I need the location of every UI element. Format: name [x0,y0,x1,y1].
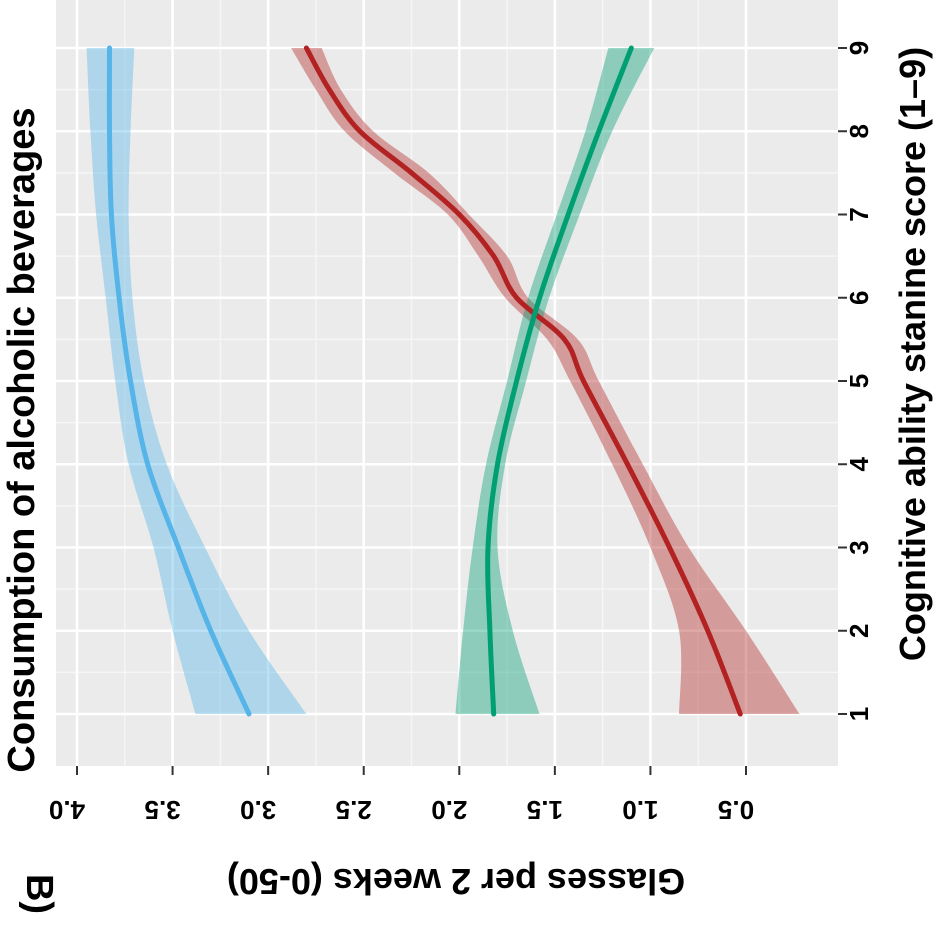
series-line-0 [106,45,252,717]
y-tick-label: 0.5 [718,795,754,825]
x-tick-label: 4 [844,457,874,472]
y-tick-label: 2.0 [431,795,467,825]
x-tick-label: 5 [844,374,874,388]
y-tick-label: 1.5 [527,795,563,825]
plot-panel [56,0,838,766]
y-tick-label: 1.0 [622,795,658,825]
y-axis: 0.5 1.0 1.5 2.0 2.5 3.0 3.5 4.0 [49,766,754,825]
series-lines [106,45,743,717]
x-tick-label: 8 [844,124,874,138]
x-tick-label: 2 [844,624,874,638]
x-tick-label: 9 [844,41,874,55]
confidence-band-1 [291,48,800,714]
x-tick-label: 7 [844,207,874,221]
panel-label: B) [18,874,60,914]
y-axis-title: Glasses per 2 weeks (0-50) [227,861,685,902]
y-tick-label: 3.0 [240,795,276,825]
grid [56,0,838,766]
y-tick-label: 2.5 [336,795,372,825]
chart-title: Consumption of alcoholic beverages [1,107,43,772]
x-tick-label: 6 [844,291,874,305]
y-tick-label: 4.0 [49,795,85,825]
series-line-2 [485,45,634,717]
x-tick-label: 1 [844,707,874,721]
y-tick-label: 3.5 [145,795,181,825]
confidence-band-2 [455,48,655,714]
series-line-1 [303,45,743,717]
x-tick-label: 3 [844,540,874,554]
x-axis: 1 2 3 4 5 6 7 8 9 [838,41,874,721]
x-axis-title: Cognitive ability stanine score (1–9) [892,47,933,661]
